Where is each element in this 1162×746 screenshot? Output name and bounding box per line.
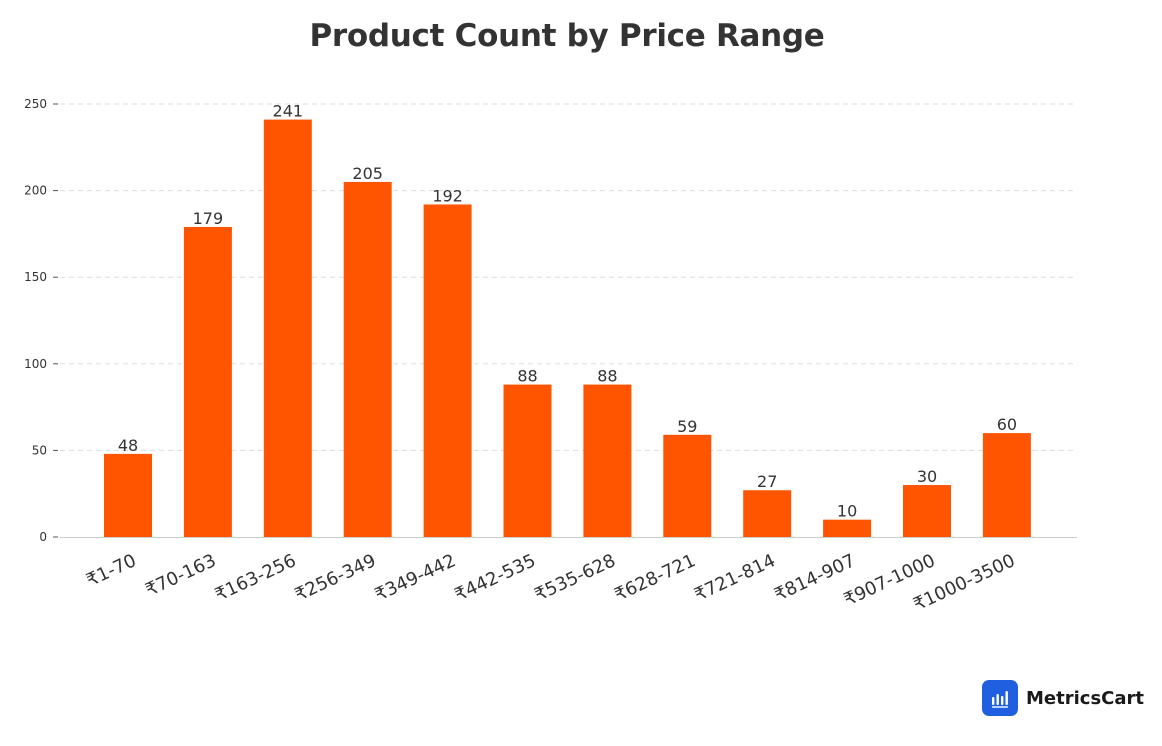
bar-chart-logo-icon (982, 680, 1018, 716)
y-tick-label: 200 (24, 184, 47, 198)
bar (583, 384, 632, 537)
bar (183, 226, 232, 538)
y-tick-label: 50 (32, 443, 47, 457)
x-axis-tick-labels: ₹1-70 ₹70-163₹163-256₹256-349₹349-442₹442… (83, 550, 1018, 615)
bar (503, 384, 552, 537)
bar (343, 181, 392, 537)
brand-logo: MetricsCart (982, 679, 1144, 717)
bars (104, 119, 1031, 538)
y-tick-label: 100 (24, 357, 47, 371)
x-tick-label: ₹628-721 (611, 550, 698, 606)
bar-value-label: 179 (193, 209, 224, 228)
y-tick-label: 0 (39, 530, 47, 544)
x-tick-label: ₹70-163 (142, 550, 219, 601)
bar (663, 434, 712, 537)
y-axis: 0 50 100 150 200 250 (24, 97, 1077, 544)
gridlines (60, 103, 1077, 451)
x-tick-label: ₹442-535 (452, 550, 539, 606)
bar (104, 453, 152, 537)
x-tick-label: ₹535-628 (531, 550, 618, 606)
bar-value-label: 88 (517, 367, 537, 386)
bar-value-label: 59 (677, 417, 697, 436)
bar (823, 519, 872, 537)
x-tick-label: ₹349-442 (372, 550, 459, 606)
bar (982, 433, 1031, 537)
chart-title: Product Count by Price Range (309, 18, 825, 54)
x-tick-label: ₹721-814 (691, 550, 778, 606)
bar (423, 204, 472, 537)
bar-value-label: 27 (757, 472, 777, 491)
data-labels: 48 179 241 205 192 88 88 59 27 10 30 60 (118, 102, 1017, 521)
x-tick-label: ₹1-70 (83, 550, 139, 591)
bar-value-label: 60 (997, 415, 1017, 434)
bar (903, 485, 951, 537)
y-tick-label: 150 (24, 270, 47, 284)
bar-value-label: 88 (597, 367, 617, 386)
x-tick-label: ₹256-349 (292, 550, 379, 606)
bar-value-label: 241 (273, 102, 304, 121)
y-tick-label: 250 (24, 97, 47, 111)
bar-value-label: 205 (352, 164, 383, 183)
bar-value-label: 30 (917, 467, 937, 486)
brand-name: MetricsCart (1026, 687, 1144, 709)
bar (743, 490, 792, 537)
x-tick-label: ₹163-256 (212, 550, 299, 606)
bar-value-label: 10 (837, 502, 857, 521)
bar-value-label: 192 (432, 186, 463, 205)
bar (263, 119, 312, 537)
bar-value-label: 48 (118, 436, 138, 455)
